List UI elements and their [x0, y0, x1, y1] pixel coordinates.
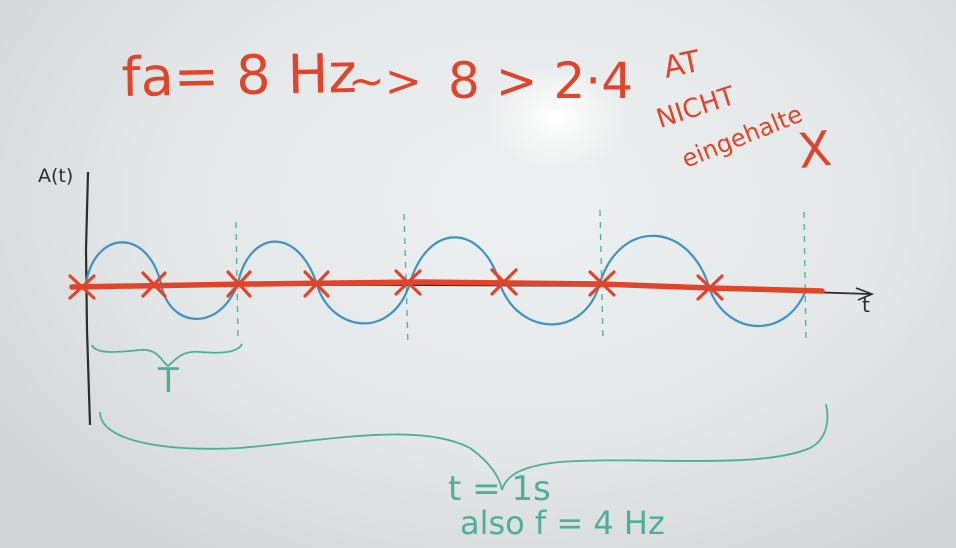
sample-mark-6: [490, 268, 518, 296]
sample-mark-8: [696, 274, 724, 301]
sampling-frequency-formula: fa= 8 Hz: [121, 42, 357, 109]
sample-mark-4: [303, 270, 330, 298]
period-marker-1: [235, 221, 239, 341]
period-label: T: [157, 361, 179, 401]
x-axis-label: t: [862, 293, 870, 317]
duration-label: t = 1s: [448, 469, 551, 509]
period-marker-4: [803, 211, 807, 343]
period-marker-3: [599, 209, 604, 341]
note-line-1: AT: [660, 44, 704, 86]
x-axis-arrowhead: [855, 287, 875, 301]
frequency-conclusion: also f = 4 Hz: [460, 504, 665, 542]
implies-arrow: ~>: [348, 56, 422, 107]
sample-mark-2: [141, 271, 167, 298]
one-second-brace: [99, 403, 829, 491]
nyquist-comparison: 8 > 2·4: [448, 52, 633, 110]
y-axis: [84, 171, 92, 426]
cross-mark: X: [795, 121, 834, 180]
sample-marks: [68, 268, 724, 301]
sample-mark-1: [68, 274, 96, 300]
sampled-signal-line: [69, 279, 825, 294]
sample-mark-7: [588, 270, 616, 297]
sample-mark-5: [394, 269, 422, 296]
theorem-note: AT NICHT eingehalte X: [653, 44, 834, 180]
sample-mark-3: [226, 270, 252, 298]
note-line-2: NICHT: [653, 81, 739, 135]
y-axis-label: A(t): [38, 165, 73, 187]
period-brace: [91, 343, 243, 368]
